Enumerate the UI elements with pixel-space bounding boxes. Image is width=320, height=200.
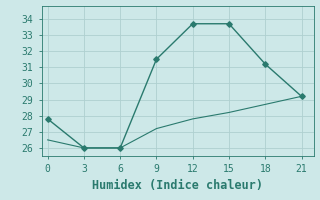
X-axis label: Humidex (Indice chaleur): Humidex (Indice chaleur) <box>92 179 263 192</box>
